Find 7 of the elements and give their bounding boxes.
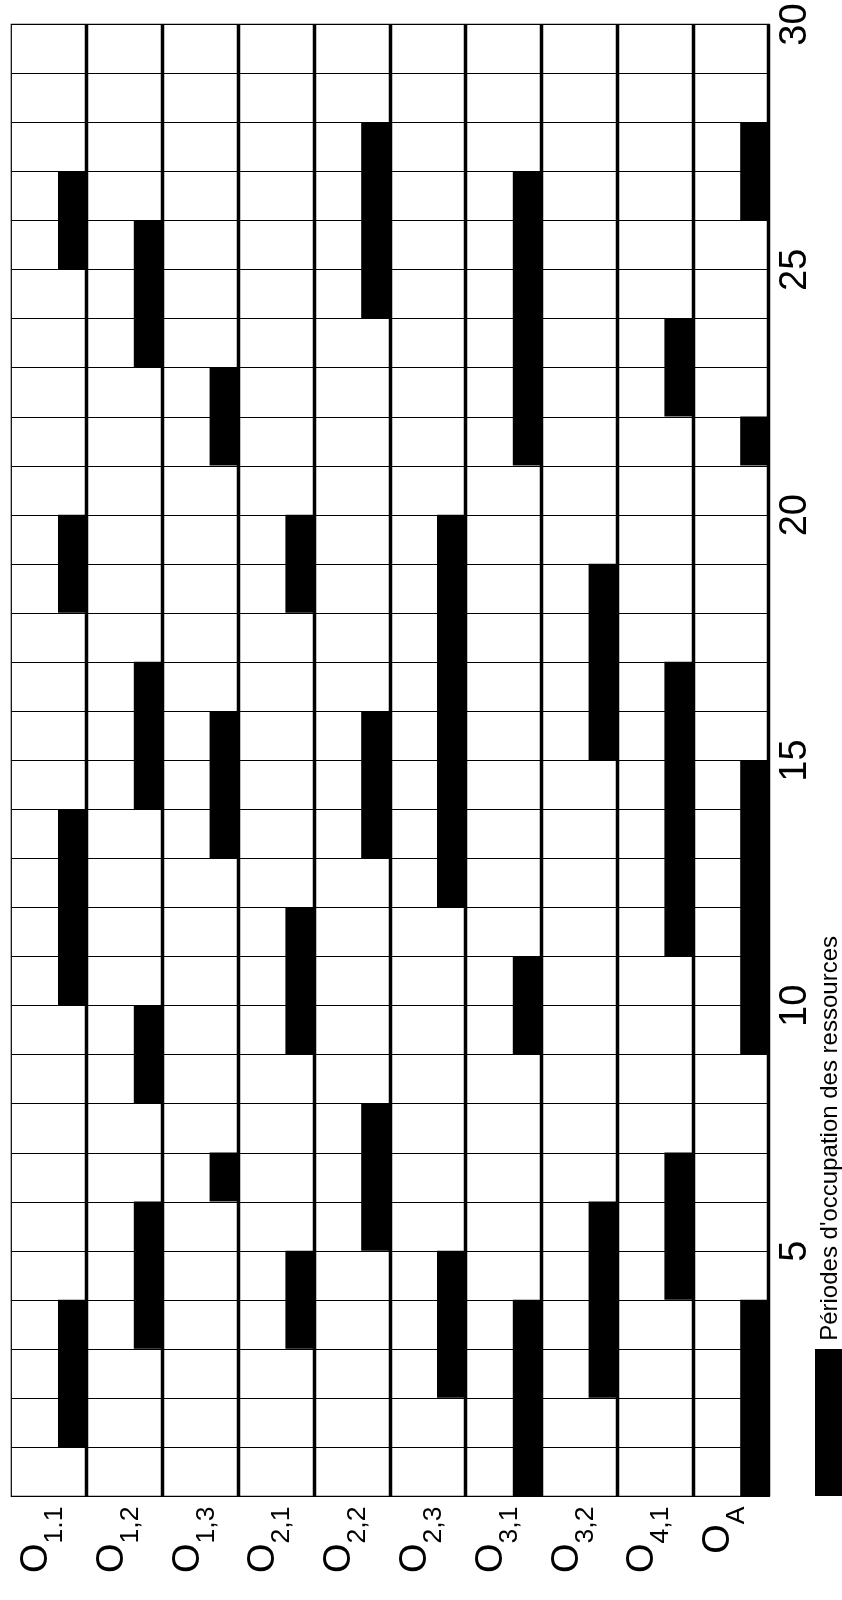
y-tick-label: 30 [771, 3, 814, 46]
y-tick-label: 25 [771, 248, 814, 291]
y-tick-label: 20 [771, 494, 814, 537]
y-tick-label: 5 [771, 1240, 814, 1262]
y-tick-label: 10 [771, 984, 814, 1027]
text: Périodes d'occupation des ressources [815, 936, 842, 1341]
y-tick-label: 15 [771, 739, 814, 782]
